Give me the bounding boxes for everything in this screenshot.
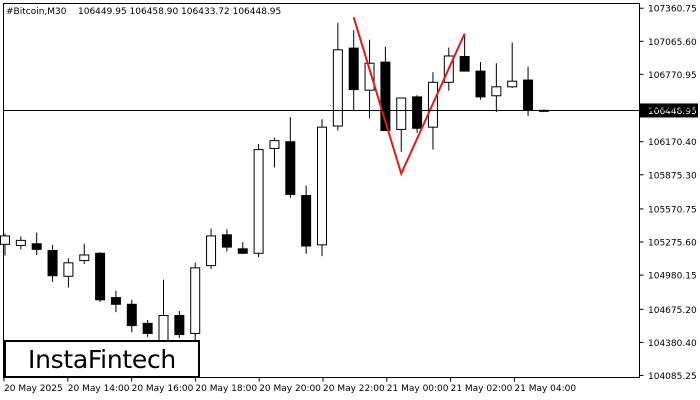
plot-area	[3, 3, 640, 378]
y-tick-label: 104380.40	[648, 339, 697, 349]
candle	[142, 319, 153, 337]
x-axis: 20 May 2025 20 May 14:00 20 May 16:00 20 Ma…	[3, 377, 576, 394]
candle-body-bearish	[380, 61, 391, 132]
x-tick-label: 20 May 2025	[4, 384, 63, 394]
candle-body-bearish	[301, 195, 312, 247]
candle-body-bullish	[317, 126, 327, 246]
y-tick-label: 104980.15	[648, 272, 697, 282]
current-price-tag	[640, 103, 698, 118]
x-tick-label: 20 May 18:00	[195, 384, 257, 394]
candle-body-bullish	[190, 267, 201, 334]
y-tick-label: 104085.25	[648, 372, 697, 382]
candle-body-bullish	[0, 235, 10, 245]
candle	[253, 143, 264, 258]
candle	[31, 232, 42, 255]
candle-body-bullish	[79, 254, 90, 262]
candle-body-bearish	[237, 248, 248, 254]
candle	[269, 137, 280, 168]
y-tick-label: 105275.60	[648, 239, 697, 249]
candle	[348, 30, 359, 111]
candle	[206, 228, 217, 269]
candle-body-bullish	[491, 86, 502, 97]
candle-body-bearish	[285, 141, 296, 195]
candle	[79, 243, 90, 264]
chart-header-symbol: #Bitcoin,M30	[6, 7, 67, 17]
candle-body-bullish	[396, 97, 407, 130]
candle-body-bullish	[332, 49, 343, 127]
double-top-pattern	[352, 16, 466, 177]
candle-body-bearish	[174, 315, 185, 336]
candle	[507, 42, 518, 88]
x-tick-label: 20 May 16:00	[132, 384, 194, 394]
candle-body-bearish	[126, 303, 137, 327]
candle	[332, 22, 343, 131]
y-tick-label: 106770.95	[648, 71, 697, 81]
candle-body-bearish	[221, 234, 232, 248]
y-tick-label: 104675.20	[648, 306, 697, 316]
candle-body-bullish	[364, 62, 375, 91]
candles-layer	[0, 22, 549, 365]
candle-body-bearish	[523, 79, 534, 111]
candle	[412, 95, 423, 133]
candle-body-bullish	[206, 235, 217, 267]
candle	[380, 46, 391, 132]
x-tick-label: 21 May 04:00	[514, 384, 576, 394]
candle-body-bullish	[63, 262, 74, 277]
x-tick-label: 21 May 02:00	[451, 384, 513, 394]
y-axis: 107360.75 107065.60 106770.95 106475.80 1061…	[639, 5, 697, 382]
y-tick-label: 106170.40	[648, 138, 697, 148]
y-tick-label: 105875.30	[648, 171, 697, 181]
candle	[126, 299, 137, 333]
candle	[364, 39, 375, 119]
candle-body-bearish	[348, 47, 359, 91]
candle-body-bearish	[31, 243, 42, 250]
x-tick-label: 20 May 22:00	[323, 384, 385, 394]
x-tick-label: 20 May 20:00	[259, 384, 321, 394]
x-tick-label: 20 May 14:00	[68, 384, 130, 394]
candle-body-bullish	[253, 149, 264, 254]
double-top-line	[352, 16, 466, 177]
candle	[317, 119, 327, 257]
candle	[190, 262, 201, 344]
y-tick-label: 107360.75	[648, 5, 697, 15]
candle	[301, 185, 312, 254]
y-tick-label: 107065.60	[648, 38, 697, 48]
candle-body-bearish	[475, 70, 486, 98]
current-price-label: 106448.95	[648, 107, 697, 117]
candle	[475, 62, 486, 100]
candle	[63, 258, 74, 288]
chart-header-ohlc: 106449.95 106458.90 106433.72 106448.95	[78, 7, 281, 17]
candle-body-bearish	[110, 297, 121, 305]
instafintech-logo: InstaFintech	[4, 340, 200, 378]
candle	[396, 97, 407, 152]
candle	[95, 252, 106, 303]
candle-body-bearish	[47, 249, 58, 277]
y-tick-label: 105570.75	[648, 205, 697, 215]
logo-text: InstaFintech	[28, 344, 176, 374]
candle-body-bearish	[95, 252, 106, 301]
candle	[491, 63, 502, 113]
candle	[110, 290, 121, 313]
candle-body-bearish	[412, 96, 423, 129]
candle	[285, 117, 296, 198]
candle-body-bullish	[15, 239, 26, 246]
y-tick-label: 106475.80	[648, 104, 697, 114]
candle	[221, 229, 232, 252]
candle	[47, 244, 58, 282]
candle-body-bearish	[142, 322, 153, 334]
candle-body-bullish	[507, 80, 518, 88]
x-tick-label: 21 May 00:00	[387, 384, 449, 394]
current-price-line-layer: 106448.95	[3, 103, 698, 118]
candle	[0, 233, 10, 256]
candle	[174, 311, 185, 338]
candle	[237, 242, 248, 254]
candle	[15, 236, 26, 250]
candle-body-bearish	[459, 56, 470, 72]
candle-body-bullish	[269, 140, 280, 149]
candle	[459, 35, 470, 72]
